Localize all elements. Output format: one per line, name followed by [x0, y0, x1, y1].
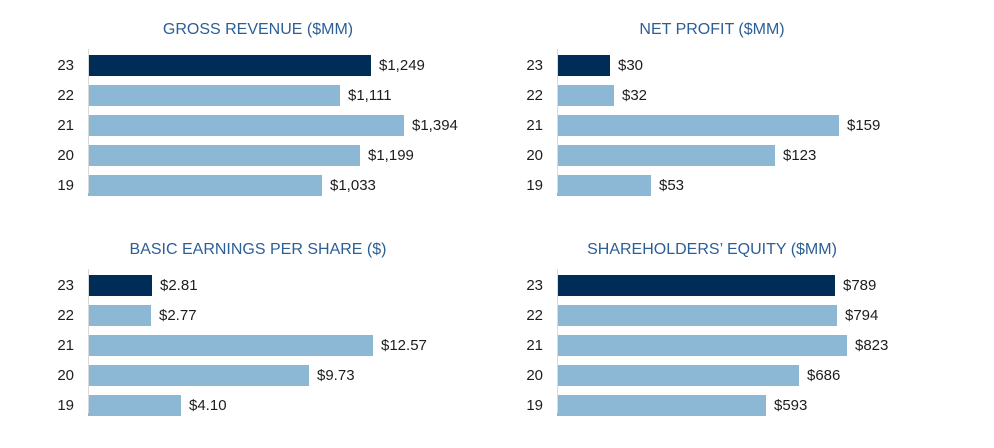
value-label: $2.81	[160, 277, 198, 294]
year-label: 22	[526, 307, 543, 324]
year-label: 22	[526, 87, 543, 104]
chart-title: BASIC EARNINGS PER SHARE ($)	[129, 241, 387, 258]
value-label: $12.57	[381, 337, 427, 354]
bar-prior-year	[88, 305, 151, 326]
y-axis-line	[557, 49, 558, 193]
bar-prior-year	[557, 115, 839, 136]
year-label: 19	[57, 177, 74, 194]
value-label: $593	[774, 397, 808, 414]
chart-basic-earnings-per-share: BASIC EARNINGS PER SHARE ($) 23 $2.81 22 $2…	[0, 224, 497, 448]
bar-row: 19 $4.10	[0, 395, 497, 416]
value-label: $1,199	[368, 147, 414, 164]
bar-row: 21 $12.57	[0, 335, 497, 356]
bar-row: 23 $2.81	[0, 275, 497, 296]
value-label: $9.73	[317, 367, 355, 384]
bar-prior-year	[88, 175, 322, 196]
bar-prior-year	[557, 145, 775, 166]
year-label: 20	[57, 147, 74, 164]
value-label: $789	[843, 277, 877, 294]
chart-title: NET PROFIT ($MM)	[639, 21, 785, 38]
year-label: 19	[526, 397, 543, 414]
bar-prior-year	[557, 335, 847, 356]
chart-plot-area: 23 $789 22 $794 21 $823 20 $686 19 $593	[497, 269, 994, 416]
bar-row: 20 $123	[497, 145, 994, 166]
bar-current-year	[557, 55, 610, 76]
chart-plot-area: 23 $2.81 22 $2.77 21 $12.57 20 $9.73 19 $4.10	[0, 269, 497, 416]
chart-net-profit: NET PROFIT ($MM) 23 $30 22 $32 21 $159 20 $123 1…	[497, 0, 994, 224]
chart-title: SHAREHOLDERS’ EQUITY ($MM)	[587, 241, 837, 258]
bar-prior-year	[88, 395, 181, 416]
bar-row: 22 $1,111	[0, 85, 497, 106]
bar-prior-year	[88, 145, 360, 166]
value-label: $4.10	[189, 397, 227, 414]
bar-row: 22 $2.77	[0, 305, 497, 326]
value-label: $823	[855, 337, 889, 354]
year-label: 20	[526, 147, 543, 164]
year-label: 20	[57, 367, 74, 384]
bar-row: 23 $30	[497, 55, 994, 76]
bar-current-year	[557, 275, 835, 296]
y-axis-line	[557, 269, 558, 413]
value-label: $686	[807, 367, 841, 384]
value-label: $1,249	[379, 57, 425, 74]
bar-row: 23 $789	[497, 275, 994, 296]
year-label: 19	[57, 397, 74, 414]
bar-row: 20 $1,199	[0, 145, 497, 166]
bar-row: 21 $1,394	[0, 115, 497, 136]
value-label: $32	[622, 87, 648, 104]
year-label: 23	[526, 277, 543, 294]
value-label: $794	[845, 307, 879, 324]
value-label: $30	[618, 57, 644, 74]
bar-row: 19 $1,033	[0, 175, 497, 196]
bar-current-year	[88, 55, 371, 76]
year-label: 22	[57, 87, 74, 104]
year-label: 21	[57, 117, 74, 134]
bar-row: 23 $1,249	[0, 55, 497, 76]
value-label: $1,394	[412, 117, 458, 134]
bar-row: 19 $593	[497, 395, 994, 416]
chart-gross-revenue: GROSS REVENUE ($MM) 23 $1,249 22 $1,111 21 $1…	[0, 0, 497, 224]
bar-row: 21 $159	[497, 115, 994, 136]
value-label: $1,033	[330, 177, 376, 194]
year-label: 22	[57, 307, 74, 324]
bar-prior-year	[557, 175, 651, 196]
bar-row: 19 $53	[497, 175, 994, 196]
year-label: 20	[526, 367, 543, 384]
chart-title: GROSS REVENUE ($MM)	[162, 21, 354, 38]
value-label: $123	[783, 147, 817, 164]
bar-prior-year	[88, 115, 404, 136]
chart-shareholders-equity: SHAREHOLDERS’ EQUITY ($MM) 23 $789 22 $794 2…	[497, 224, 994, 448]
bar-row: 22 $32	[497, 85, 994, 106]
bar-prior-year	[557, 395, 766, 416]
bar-prior-year	[557, 305, 837, 326]
year-label: 23	[57, 277, 74, 294]
value-label: $159	[847, 117, 881, 134]
y-axis-line	[88, 269, 89, 413]
bar-row: 22 $794	[497, 305, 994, 326]
bar-prior-year	[88, 335, 373, 356]
bar-row: 20 $9.73	[0, 365, 497, 386]
bar-prior-year	[88, 85, 340, 106]
value-label: $2.77	[159, 307, 197, 324]
bar-prior-year	[557, 85, 614, 106]
year-label: 23	[526, 57, 543, 74]
bar-current-year	[88, 275, 152, 296]
value-label: $1,111	[348, 87, 392, 104]
year-label: 19	[526, 177, 543, 194]
value-label: $53	[659, 177, 685, 194]
year-label: 23	[57, 57, 74, 74]
chart-plot-area: 23 $1,249 22 $1,111 21 $1,394 20 $1,199 19 $1,033	[0, 49, 497, 196]
bar-row: 21 $823	[497, 335, 994, 356]
y-axis-line	[88, 49, 89, 193]
year-label: 21	[526, 117, 543, 134]
bar-row: 20 $686	[497, 365, 994, 386]
year-label: 21	[526, 337, 543, 354]
bar-prior-year	[557, 365, 799, 386]
bar-prior-year	[88, 365, 309, 386]
chart-plot-area: 23 $30 22 $32 21 $159 20 $123 19 $53	[497, 49, 994, 196]
year-label: 21	[57, 337, 74, 354]
